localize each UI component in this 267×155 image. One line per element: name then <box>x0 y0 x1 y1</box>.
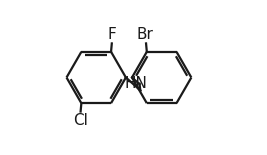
Text: HN: HN <box>125 76 148 91</box>
Text: Cl: Cl <box>73 113 88 128</box>
Text: F: F <box>107 27 116 42</box>
Text: Br: Br <box>137 27 154 42</box>
